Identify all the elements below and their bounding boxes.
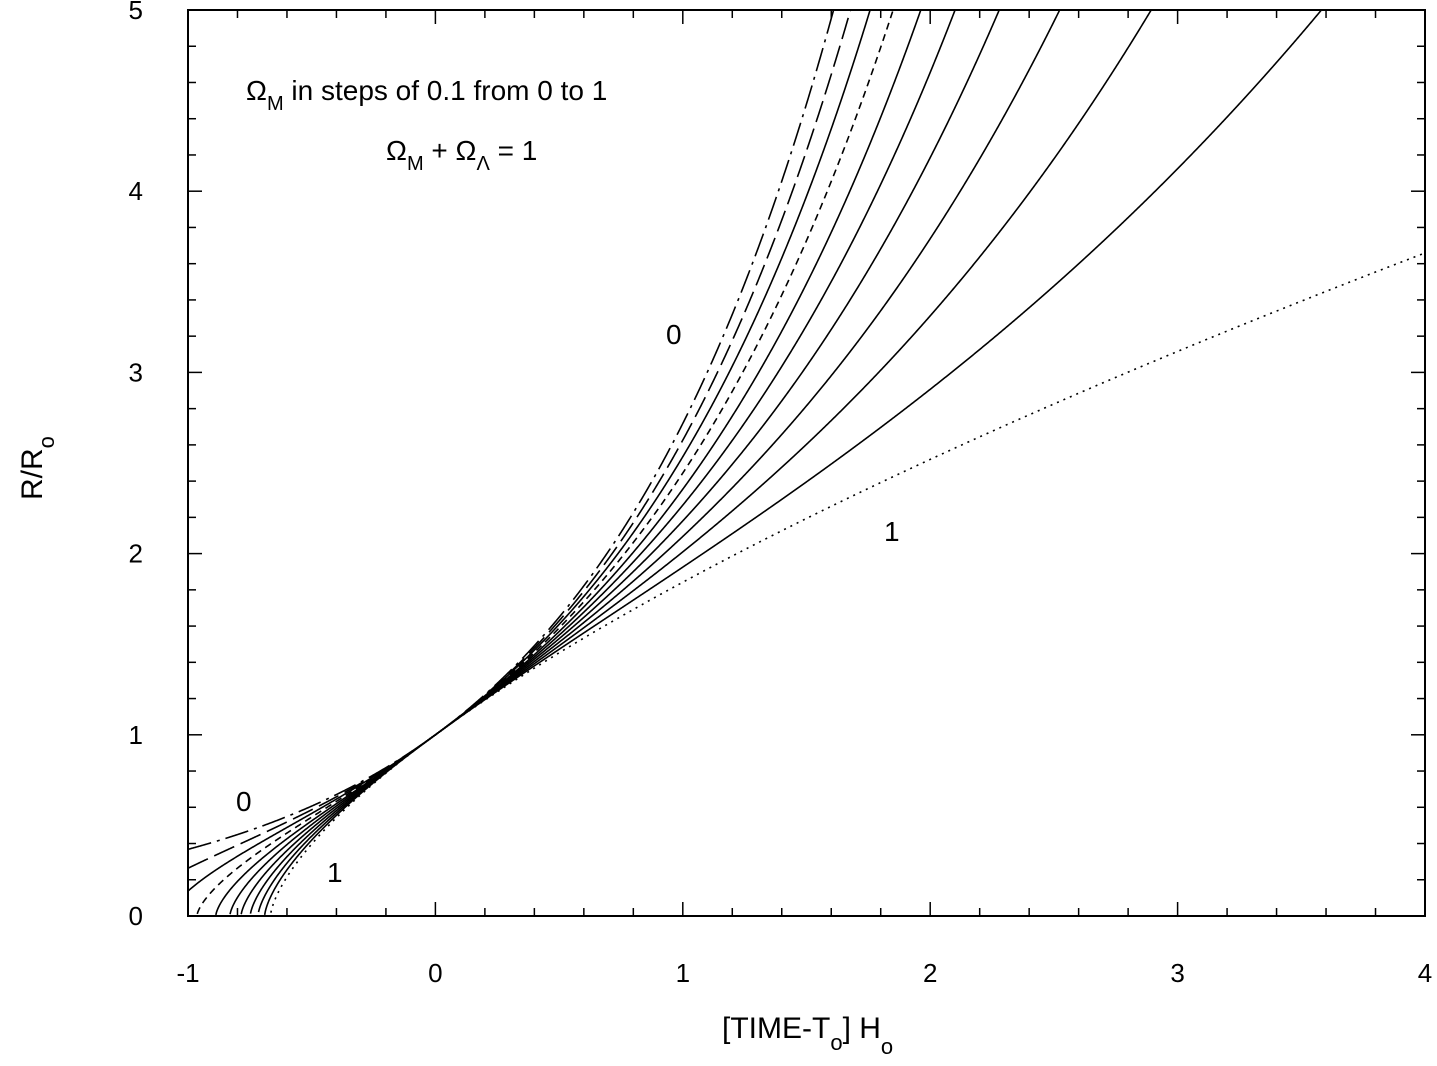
label-omega-0-future: 0 (666, 319, 682, 350)
y-axis-title-main: R/R (16, 448, 49, 500)
label-omega-1-past: 1 (327, 857, 343, 888)
x-axis-title-sub2: o (881, 1034, 893, 1059)
annotation-plus: + (424, 135, 456, 166)
x-tick-label: 0 (428, 958, 442, 988)
axis-ticks (187, 9, 1426, 917)
series-line-omega-0.4 (215, 10, 922, 916)
plot-frame (187, 9, 1426, 917)
x-tick-label: 3 (1170, 958, 1184, 988)
annotation-sum: ΩM + ΩΛ = 1 (386, 135, 537, 175)
series-line-omega-0.1 (188, 10, 852, 869)
series-line-omega-1 (270, 252, 1425, 913)
series-line-omega-0.5 (229, 10, 956, 915)
y-tick-label: 4 (129, 176, 143, 206)
y-axis-title-sub: o (34, 436, 59, 448)
y-tick-label: 1 (129, 720, 143, 750)
omega-sub-m: M (267, 93, 284, 115)
x-axis-title-sub: o (830, 1030, 842, 1055)
omega-m-sub: M (407, 153, 424, 175)
series-line-omega-0.9 (263, 10, 1323, 916)
annotation-steps: ΩM in steps of 0.1 from 0 to 1 (246, 75, 607, 115)
x-tick-labels: -1 0 1 2 3 4 (176, 958, 1432, 988)
y-axis-title: R/Ro (16, 436, 59, 500)
svg-text:R/Ro: R/Ro (16, 436, 59, 500)
omega-lambda-symbol: Ω (456, 135, 477, 166)
y-tick-labels: 0 1 2 3 4 5 (129, 0, 143, 931)
y-tick-label: 3 (129, 357, 143, 387)
x-axis-title: [TIME-To] Ho (722, 1012, 893, 1059)
x-tick-label: -1 (176, 958, 199, 988)
series-curves (188, 10, 1425, 916)
x-axis-title-main: [TIME-T (722, 1012, 830, 1045)
y-tick-label: 0 (129, 901, 143, 931)
omega-symbol: Ω (246, 75, 267, 106)
x-axis-title-tail: ] H (843, 1012, 881, 1045)
series-line-omega-0.3 (196, 10, 894, 915)
x-tick-label: 2 (923, 958, 937, 988)
series-line-omega-0.6 (240, 10, 1001, 915)
x-tick-label: 1 (676, 958, 690, 988)
y-tick-label: 2 (129, 539, 143, 569)
label-omega-0-past: 0 (236, 786, 252, 817)
series-line-omega-0.2 (188, 10, 871, 892)
annotation-steps-text: in steps of 0.1 from 0 to 1 (284, 75, 608, 106)
y-tick-label: 5 (129, 0, 143, 25)
series-line-omega-0 (188, 10, 835, 851)
x-tick-label: 4 (1418, 958, 1432, 988)
omega-m-symbol: Ω (386, 135, 407, 166)
omega-lambda-sub: Λ (476, 153, 490, 175)
label-omega-1-future: 1 (884, 516, 900, 547)
annotation-equals: = 1 (490, 135, 537, 166)
